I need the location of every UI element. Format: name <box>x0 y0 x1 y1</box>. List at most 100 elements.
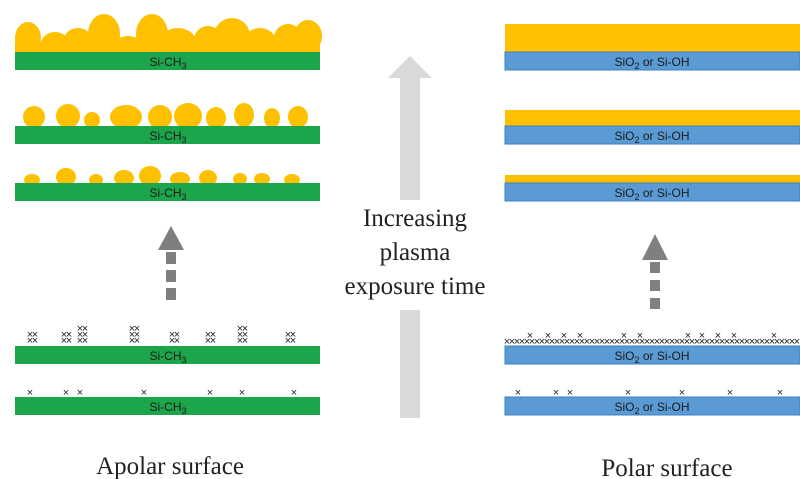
substrate-label-pre: SiO <box>614 349 634 363</box>
substrate-bar <box>504 51 800 71</box>
x-mark-icon: × <box>774 336 780 348</box>
gold-island <box>264 108 280 128</box>
x-mark-icon: × <box>594 336 600 348</box>
x-mark-icon: × <box>559 336 565 348</box>
x-mark-icon: × <box>544 336 550 348</box>
substrate-label: SiO2 or Si-OH <box>614 129 689 145</box>
x-mark-icon: × <box>207 387 213 399</box>
x-mark-icon: × <box>169 329 175 341</box>
x-mark-icon: × <box>129 323 135 335</box>
substrate-label: SiO2 or Si-OH <box>614 186 689 202</box>
substrate-label: SiO2 or Si-OH <box>614 349 689 365</box>
x-mark-icon: × <box>779 336 785 348</box>
x-mark-icon: × <box>134 335 140 347</box>
substrate-label: Si-CH3 <box>149 186 186 202</box>
substrate-label: Si-CH3 <box>149 129 186 145</box>
x-mark-icon: × <box>545 330 551 342</box>
x-mark-icon: × <box>129 329 135 341</box>
center-label-line2: plasma <box>380 239 451 266</box>
x-mark-icon: × <box>759 336 765 348</box>
center-label-line3: exposure time <box>345 273 486 300</box>
substrate-label-text: Si-CH <box>149 349 181 363</box>
x-mark-icon: × <box>699 330 705 342</box>
substrate-label-sub: 2 <box>634 135 639 145</box>
x-mark-icon: × <box>27 329 33 341</box>
gold-island <box>56 104 80 128</box>
right-dashed-up-arrow-icon <box>642 234 668 309</box>
x-mark-icon: × <box>567 387 573 399</box>
gold-film <box>505 175 800 183</box>
x-mark-icon: × <box>734 336 740 348</box>
x-mark-icon: × <box>509 336 515 348</box>
gold-film <box>15 42 320 52</box>
gold-island <box>114 170 134 186</box>
x-mark-icon: × <box>609 336 615 348</box>
x-mark-icon: × <box>539 336 545 348</box>
x-mark-icon: × <box>239 387 245 399</box>
x-mark-icon: × <box>629 336 635 348</box>
substrate-label-pre: SiO <box>614 129 634 143</box>
x-mark-icon: × <box>210 335 216 347</box>
polar-row-2: SiO2 or Si-OH <box>504 110 800 145</box>
x-mark-icon: × <box>66 335 72 347</box>
gold-island <box>288 106 308 128</box>
gold-island <box>254 173 270 185</box>
x-mark-icon: × <box>77 335 83 347</box>
x-mark-icon: × <box>290 329 296 341</box>
x-mark-icon: × <box>66 329 72 341</box>
x-mark-icon: × <box>679 387 685 399</box>
gold-island <box>148 105 172 129</box>
x-mark-icon: × <box>61 329 67 341</box>
substrate-bar <box>504 345 800 365</box>
x-mark-icon: × <box>719 336 725 348</box>
x-mark-icon: × <box>744 336 750 348</box>
x-mark-icon: × <box>739 336 745 348</box>
substrate-label-text: Si-CH <box>149 129 181 143</box>
substrate-label: Si-CH3 <box>149 349 186 365</box>
x-mark-icon: × <box>694 336 700 348</box>
substrate-label-post: or Si-OH <box>640 400 690 414</box>
substrate-label-sub: 2 <box>634 406 639 416</box>
substrate-label-post: or Si-OH <box>640 55 690 69</box>
x-mark-icon: × <box>709 336 715 348</box>
x-mark-icon: × <box>291 387 297 399</box>
polar-row-5: SiO2 or Si-OH× × × × × × × <box>504 387 800 416</box>
x-mark-icon: × <box>649 336 655 348</box>
center-label: Increasing plasma exposure time <box>345 200 505 310</box>
substrate-bar <box>504 396 800 416</box>
x-mark-icon: × <box>61 335 67 347</box>
x-mark-icon: × <box>77 387 83 399</box>
x-mark-icon: × <box>619 336 625 348</box>
x-mark-icon: × <box>549 336 555 348</box>
substrate-bar <box>504 182 800 202</box>
left-dashed-up-arrow-icon <box>158 226 184 300</box>
polar-caption: Polar surface <box>601 455 732 479</box>
x-mark-icon: × <box>524 336 530 348</box>
x-mark-icon: × <box>669 336 675 348</box>
x-mark-icon: × <box>714 336 720 348</box>
x-mark-icon: × <box>664 336 670 348</box>
substrate-label-pre: SiO <box>614 400 634 414</box>
x-mark-icon: × <box>205 335 211 347</box>
x-mark-icon: × <box>749 336 755 348</box>
x-mark-icon: × <box>789 336 795 348</box>
x-mark-icon: × <box>614 336 620 348</box>
apolar-row-3: Si-CH3 <box>15 166 320 202</box>
substrate-label-pre: SiO <box>614 55 634 69</box>
x-mark-icon: × <box>684 336 690 348</box>
x-mark-icon: × <box>731 330 737 342</box>
gold-island <box>84 112 100 128</box>
x-mark-icon: × <box>554 336 560 348</box>
apolar-row-5: Si-CH3× × × × × × × <box>15 387 320 416</box>
x-mark-icon: × <box>519 336 525 348</box>
x-mark-icon: × <box>689 336 695 348</box>
gold-island <box>23 106 45 128</box>
substrate-label-post: or Si-OH <box>640 349 690 363</box>
substrate-label-sub: 3 <box>181 61 186 71</box>
apolar-row-2: Si-CH3 <box>15 103 320 145</box>
substrate-bar <box>15 126 320 144</box>
x-mark-icon: × <box>285 335 291 347</box>
